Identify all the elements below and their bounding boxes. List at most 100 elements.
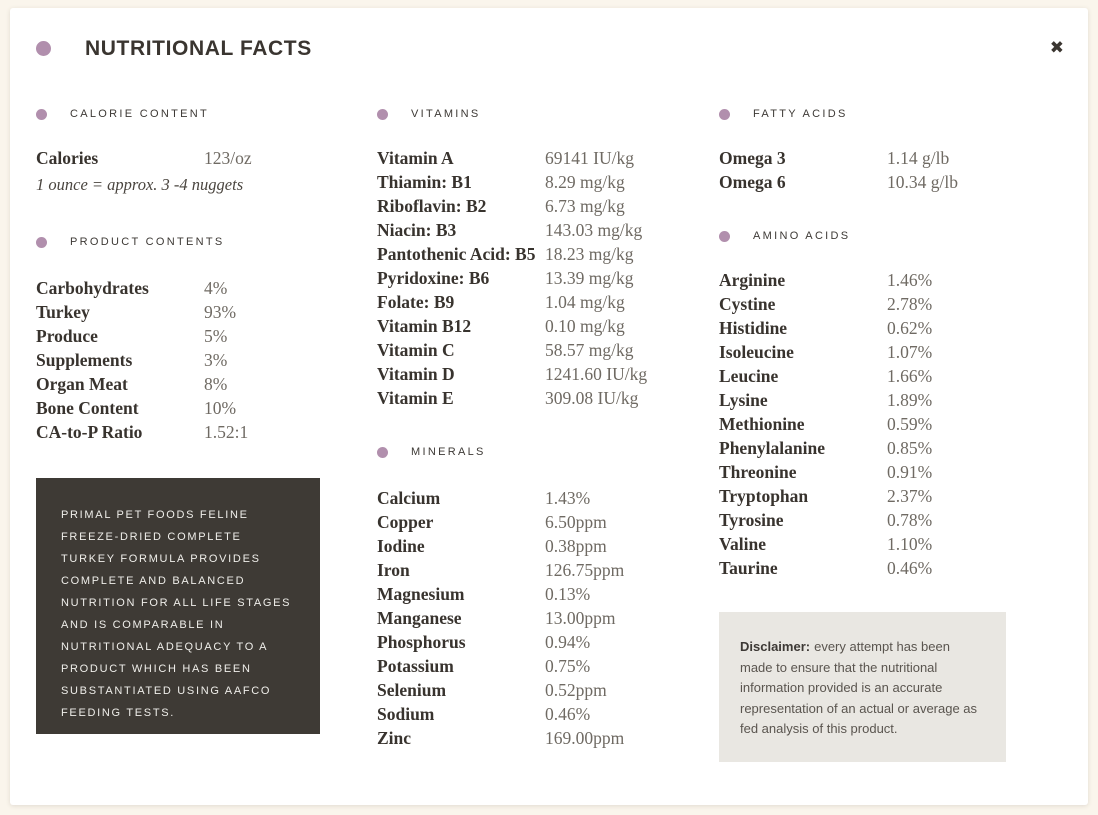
nutrient-label: Phenylalanine <box>719 438 825 458</box>
section-label: CALORIE CONTENT <box>70 108 210 120</box>
nutrient-value: 309.08 IU/kg <box>545 388 639 408</box>
nutrient-value: 2.37% <box>887 486 933 506</box>
nutrient-label: Omega 6 <box>719 172 786 192</box>
section-label: FATTY ACIDS <box>753 108 848 120</box>
nutrient-label: Vitamin B12 <box>377 316 472 336</box>
bullet-dot-icon <box>36 108 47 120</box>
nutrient-value: 0.13% <box>545 584 591 604</box>
nutrient-label: Pantothenic Acid: B5 <box>377 244 536 264</box>
nutrient-value: 1.07% <box>887 342 933 362</box>
nutrient-value: 0.10 mg/kg <box>545 316 625 336</box>
nutrient-value: 0.85% <box>887 438 933 458</box>
nutrient-label: Thiamin: B1 <box>377 172 472 192</box>
nutrient-label: Zinc <box>377 728 412 748</box>
disclaimer-box: Disclaimer: every attempt has been made t… <box>719 612 1006 762</box>
nutrient-label: Potassium <box>377 656 454 676</box>
bullet-dot-icon <box>719 108 730 120</box>
nutrient-label: Calories <box>36 148 99 168</box>
nutrient-row: Potassium 0.75% <box>377 654 624 678</box>
nutrient-value: 1.43% <box>545 488 591 508</box>
nutrient-value: 10.34 g/lb <box>887 172 958 192</box>
nutrient-value: 6.50ppm <box>545 512 607 532</box>
nutrient-value: 0.52ppm <box>545 680 607 700</box>
section-label: PRODUCT CONTENTS <box>70 236 225 248</box>
nutrient-row: Supplements 3% <box>36 348 248 372</box>
nutrient-value: 1.46% <box>887 270 933 290</box>
nutrient-row: Omega 3 1.14 g/lb <box>719 146 958 170</box>
nutrient-value: 123/oz <box>204 148 252 168</box>
section-label: AMINO ACIDS <box>753 230 851 242</box>
nutrient-value: 10% <box>204 398 237 418</box>
nutrient-row: Thiamin: B1 8.29 mg/kg <box>377 170 647 194</box>
nutrient-label: Leucine <box>719 366 779 386</box>
nutrient-value: 0.75% <box>545 656 591 676</box>
nutrient-value: 0.94% <box>545 632 591 652</box>
nutrient-row: Isoleucine 1.07% <box>719 340 932 364</box>
nutrient-value: 2.78% <box>887 294 933 314</box>
nutrient-label: Niacin: B3 <box>377 220 457 240</box>
section-heading-fatty-acids: FATTY ACIDS <box>719 108 848 120</box>
section-heading-product-contents: PRODUCT CONTENTS <box>36 236 225 248</box>
nutrient-row: Tyrosine 0.78% <box>719 508 932 532</box>
nutrient-label: Vitamin D <box>377 364 455 384</box>
nutrient-label: Tyrosine <box>719 510 784 530</box>
header-accent-dot-icon <box>36 41 51 56</box>
nutrient-label: Supplements <box>36 350 133 370</box>
nutrient-label: Manganese <box>377 608 462 628</box>
section-heading-amino-acids: AMINO ACIDS <box>719 230 850 242</box>
nutrient-row: Histidine 0.62% <box>719 316 932 340</box>
nutrient-row: Magnesium 0.13% <box>377 582 624 606</box>
nutrient-label: Bone Content <box>36 398 139 418</box>
nutrient-label: Turkey <box>36 302 90 322</box>
nutrient-value: 3% <box>204 350 228 370</box>
nutrient-label: Histidine <box>719 318 788 338</box>
nutrient-label: Riboflavin: B2 <box>377 196 487 216</box>
nutrient-value: 1.52:1 <box>204 422 249 442</box>
nutrient-row: Copper 6.50ppm <box>377 510 624 534</box>
nutrient-value: 6.73 mg/kg <box>545 196 625 216</box>
nutrient-row: Phenylalanine 0.85% <box>719 436 932 460</box>
nutrient-label: Vitamin A <box>377 148 454 168</box>
nutrient-label: Selenium <box>377 680 447 700</box>
nutrient-value: 8% <box>204 374 228 394</box>
nutrient-label: Iron <box>377 560 410 580</box>
nutrient-row: Omega 6 10.34 g/lb <box>719 170 958 194</box>
nutrient-value: 1.04 mg/kg <box>545 292 625 312</box>
calorie-note: 1 ounce = approx. 3 -4 nuggets <box>36 175 244 194</box>
nutrient-value: 13.39 mg/kg <box>545 268 634 288</box>
nutrient-row: Calories 123/oz <box>36 146 252 170</box>
nutrient-value: 58.57 mg/kg <box>545 340 634 360</box>
nutrient-value: 0.78% <box>887 510 933 530</box>
nutrient-label: Vitamin E <box>377 388 454 408</box>
close-icon[interactable]: ✖ <box>1049 38 1064 58</box>
nutrient-row: Manganese 13.00ppm <box>377 606 624 630</box>
nutritional-facts-modal: NUTRITIONAL FACTS ✖ CALORIE CONTENT Calo… <box>10 8 1088 805</box>
nutrient-row: Methionine 0.59% <box>719 412 932 436</box>
nutrient-row: Bone Content 10% <box>36 396 248 420</box>
nutrient-value: 13.00ppm <box>545 608 616 628</box>
nutrient-label: CA-to-P Ratio <box>36 422 143 442</box>
amino-acids-rows: Arginine 1.46% Cystine 2.78% Histidine 0.62% I… <box>719 268 932 580</box>
nutrient-row: Phosphorus 0.94% <box>377 630 624 654</box>
product-contents-rows: Carbohydrates 4% Turkey 93% Produce 5% Supplem… <box>36 276 248 444</box>
nutrient-row: Iron 126.75ppm <box>377 558 624 582</box>
nutrient-label: Copper <box>377 512 434 532</box>
nutrient-label: Vitamin C <box>377 340 455 360</box>
nutrient-value: 5% <box>204 326 228 346</box>
nutrient-value: 1241.60 IU/kg <box>545 364 648 384</box>
nutrient-label: Threonine <box>719 462 797 482</box>
nutrient-value: 69141 IU/kg <box>545 148 634 168</box>
nutrient-label: Produce <box>36 326 98 346</box>
nutrient-label: Isoleucine <box>719 342 794 362</box>
nutrient-row: Produce 5% <box>36 324 248 348</box>
bullet-dot-icon <box>719 230 730 242</box>
nutrient-value: 169.00ppm <box>545 728 625 748</box>
nutrient-value: 4% <box>204 278 228 298</box>
nutrient-label: Valine <box>719 534 767 554</box>
nutrient-row: Niacin: B3 143.03 mg/kg <box>377 218 647 242</box>
nutrient-label: Organ Meat <box>36 374 128 394</box>
section-heading-minerals: MINERALS <box>377 446 486 458</box>
nutrient-value: 93% <box>204 302 237 322</box>
nutrient-row: Taurine 0.46% <box>719 556 932 580</box>
bullet-dot-icon <box>36 236 47 248</box>
